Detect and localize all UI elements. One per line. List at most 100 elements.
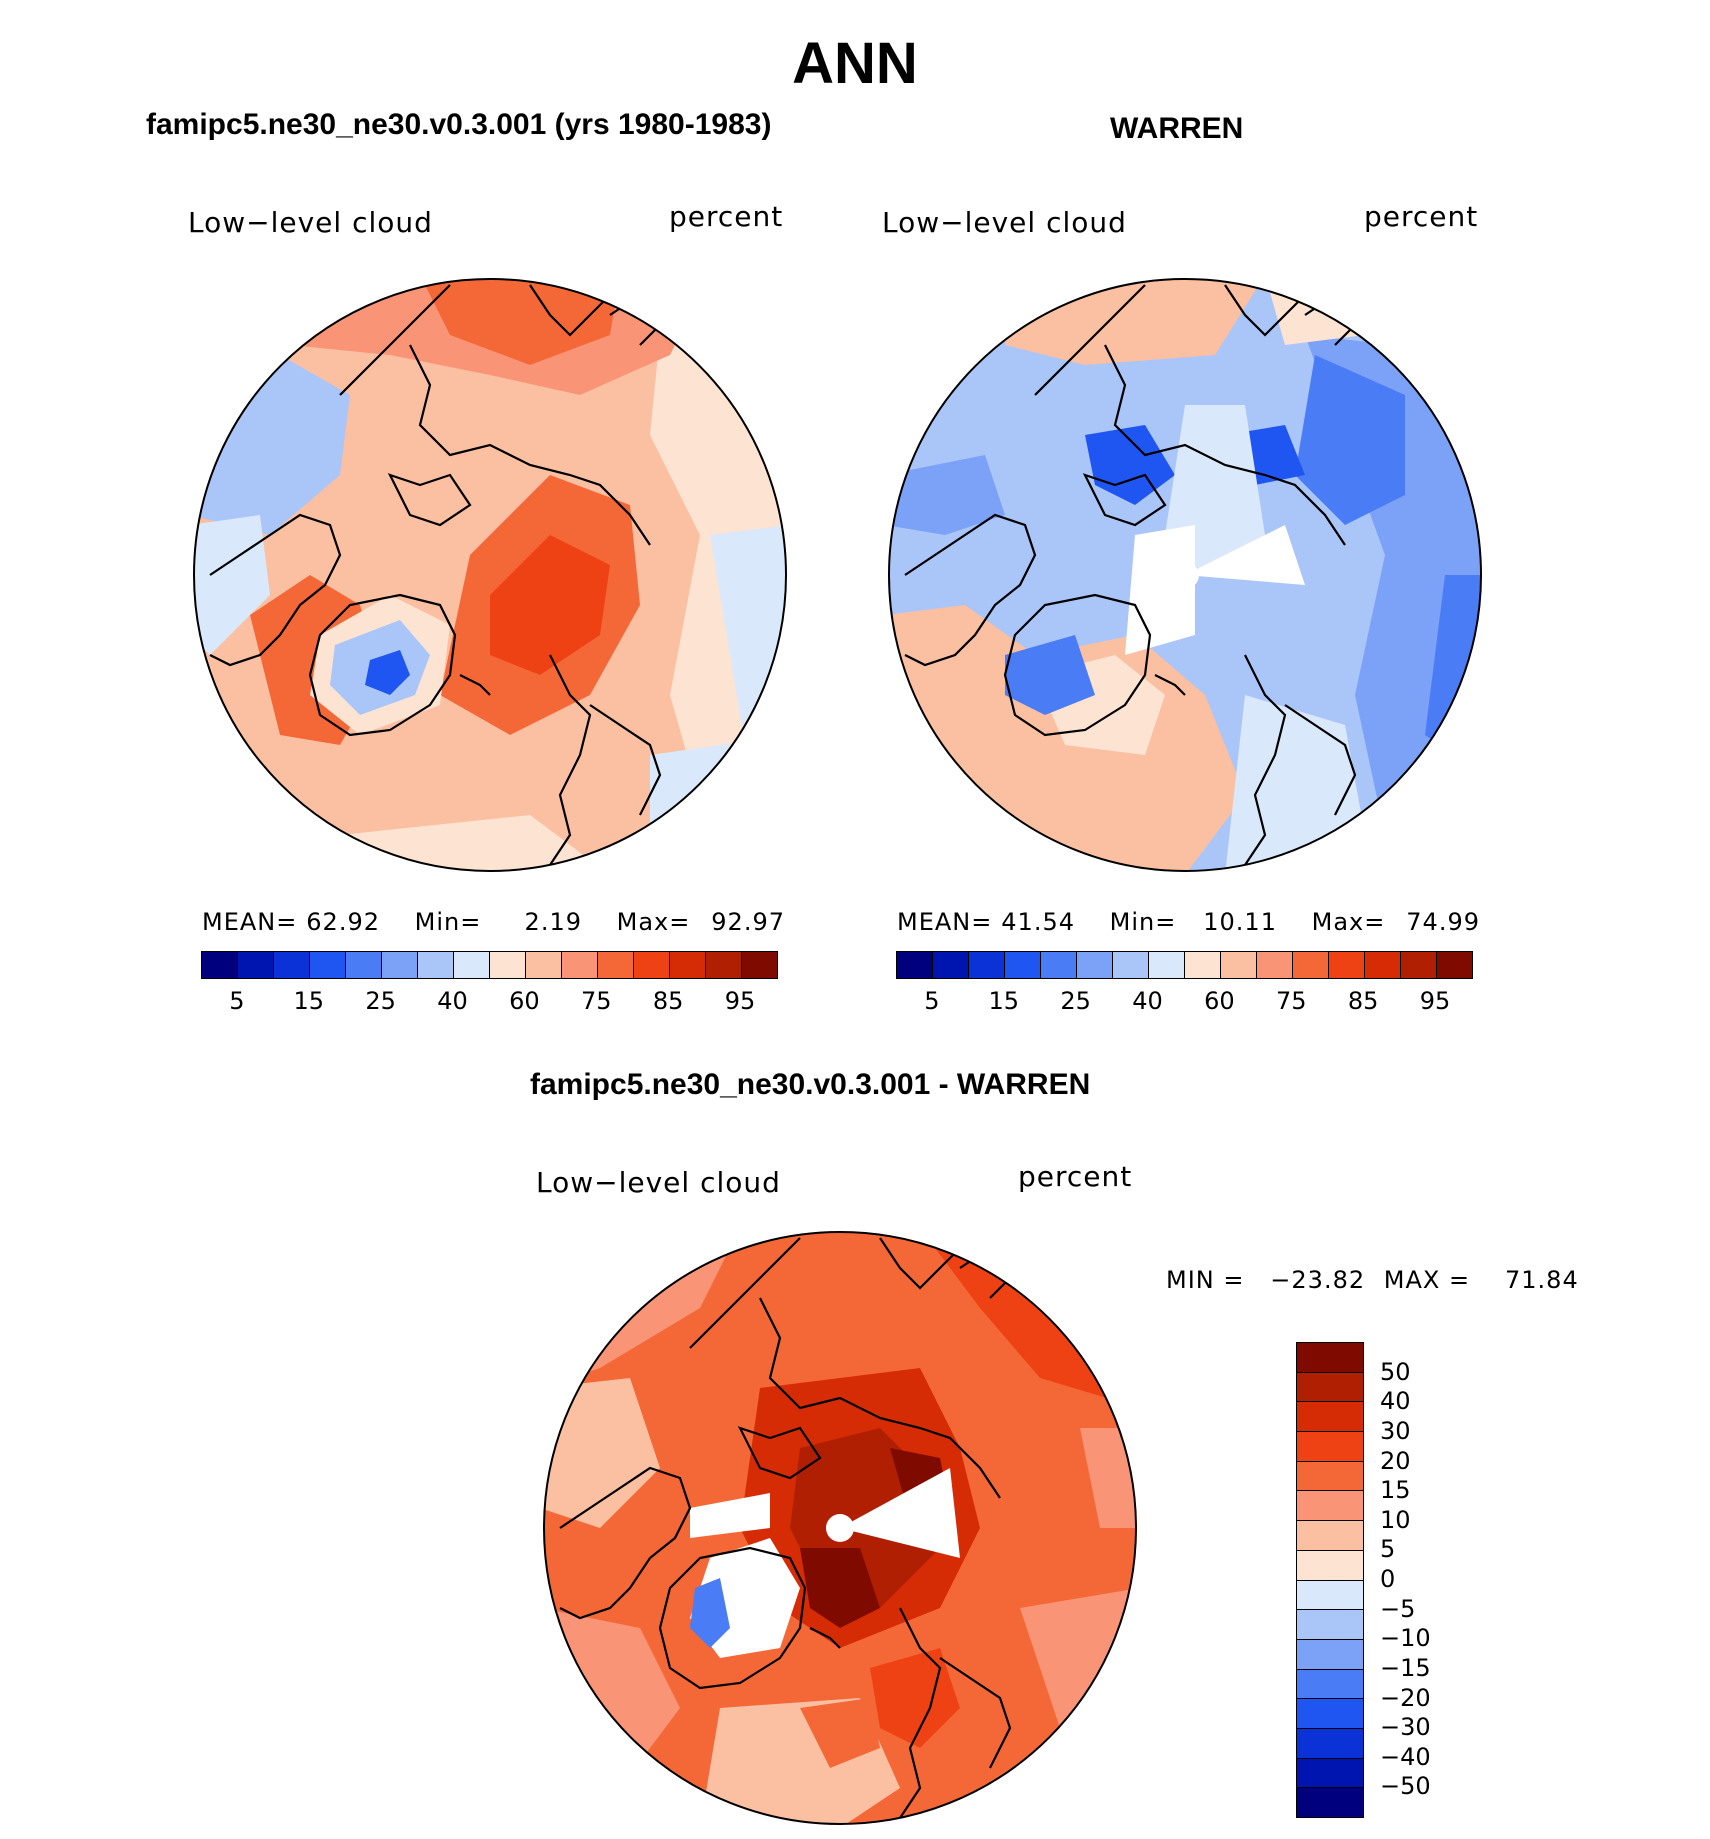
polar-map-model	[193, 278, 787, 872]
colorbar-cell	[1329, 952, 1365, 978]
colorbar-cell	[1077, 952, 1113, 978]
units-label-diff: percent	[1018, 1160, 1133, 1193]
units-label-model: percent	[669, 200, 784, 233]
max-label: Max=	[616, 908, 691, 936]
units-label-obs: percent	[1364, 200, 1479, 233]
colorbar-cell	[1297, 1699, 1363, 1729]
variable-label-model: Low−level cloud	[188, 206, 433, 239]
panel-title-obs: WARREN	[1110, 112, 1244, 145]
colorbar-cell	[1297, 1491, 1363, 1522]
colorbar-tick-label: 25	[365, 987, 396, 1015]
colorbar-tick-label: 75	[1276, 987, 1307, 1015]
colorbar-tick-label: 85	[652, 987, 684, 1015]
colorbar-obs	[896, 951, 1473, 979]
colorbar-tick-label: −15	[1380, 1653, 1431, 1682]
colorbar-cell	[1221, 952, 1257, 978]
colorbar-tick-label: 15	[293, 987, 325, 1015]
min-value: 10.11	[1203, 908, 1277, 936]
colorbar-tick-label: 10	[1380, 1505, 1411, 1534]
max-value: 74.99	[1406, 908, 1480, 936]
colorbar-cell	[634, 952, 670, 978]
colorbar-cell	[1297, 1550, 1363, 1581]
colorbar-cell	[274, 952, 310, 978]
variable-label-diff: Low−level cloud	[536, 1166, 781, 1199]
colorbar-tick-label: 40	[1132, 987, 1163, 1015]
colorbar-cell	[598, 952, 634, 978]
colorbar-tick-label: 95	[724, 987, 756, 1015]
colorbar-cell	[706, 952, 742, 978]
colorbar-tick-label: 60	[509, 987, 540, 1015]
colorbar-cell	[933, 952, 969, 978]
colorbar-cell	[1005, 952, 1041, 978]
colorbar-tick-label: 85	[1347, 987, 1379, 1015]
min-label: Min=	[1109, 908, 1177, 936]
colorbar-tick-label: 15	[1380, 1476, 1411, 1505]
stats-diff: MIN = −23.82 MAX = 71.84	[1166, 1266, 1579, 1294]
max-value: 92.97	[711, 908, 785, 936]
mean-label: MEAN=	[897, 908, 993, 936]
colorbar-cell	[1297, 1728, 1363, 1759]
colorbar-cell	[526, 952, 562, 978]
colorbar-tick-label: 15	[988, 987, 1020, 1015]
colorbar-cell	[238, 952, 274, 978]
variable-label-obs: Low−level cloud	[882, 206, 1127, 239]
max-label: MAX =	[1383, 1266, 1471, 1294]
mean-label: MEAN=	[202, 908, 298, 936]
min-label: Min=	[414, 908, 482, 936]
colorbar-cell	[346, 952, 382, 978]
colorbar-tick-label: 50	[1380, 1357, 1411, 1386]
colorbar-tick-label: 30	[1380, 1416, 1411, 1445]
colorbar-cell	[1149, 952, 1185, 978]
figure-title: ANN	[792, 31, 918, 96]
mean-value: 62.92	[306, 908, 380, 936]
colorbar-cell	[1297, 1402, 1363, 1433]
colorbar-cell	[1297, 1343, 1363, 1373]
max-value: 71.84	[1505, 1266, 1579, 1294]
stats-obs: MEAN= 41.54 Min= 10.11 Max= 74.99	[897, 908, 1480, 936]
colorbar-cell	[1297, 1521, 1363, 1551]
colorbar-cell	[1401, 952, 1437, 978]
colorbar-cell	[1113, 952, 1149, 978]
min-value: 2.19	[524, 908, 582, 936]
colorbar-cell	[1041, 952, 1077, 978]
colorbar-tick-label: −20	[1380, 1683, 1431, 1712]
colorbar-tick-label: 0	[1380, 1565, 1396, 1593]
colorbar-cell	[1297, 1372, 1363, 1403]
colorbar-cell	[742, 952, 777, 978]
min-value: −23.82	[1270, 1266, 1366, 1294]
colorbar-cell	[1297, 1610, 1363, 1640]
colorbar-cell	[1365, 952, 1401, 978]
colorbar-cell	[1297, 1669, 1363, 1700]
colorbar-cell	[418, 952, 454, 978]
min-label: MIN =	[1166, 1266, 1245, 1294]
colorbar-tick-label: 75	[581, 987, 612, 1015]
colorbar-cell	[1297, 1639, 1363, 1670]
polar-map-diff	[543, 1231, 1137, 1825]
colorbar-cell	[1297, 1580, 1363, 1611]
colorbar-cell	[1297, 1758, 1363, 1789]
colorbar-cell	[897, 952, 933, 978]
colorbar-cell	[202, 952, 238, 978]
colorbar-cell	[454, 952, 490, 978]
colorbar-cell	[1257, 952, 1293, 978]
colorbar-tick-label: 5	[229, 987, 245, 1015]
colorbar-cell	[969, 952, 1005, 978]
colorbar-tick-label: −5	[1380, 1594, 1416, 1623]
colorbar-cell	[670, 952, 706, 978]
polar-map-obs	[888, 278, 1482, 872]
colorbar-cell	[1297, 1461, 1363, 1492]
colorbar-cell	[1185, 952, 1221, 978]
colorbar-cell	[382, 952, 418, 978]
colorbar-tick-label: 40	[1380, 1387, 1411, 1416]
colorbar-cell	[490, 952, 526, 978]
colorbar-cell	[1437, 952, 1472, 978]
colorbar-tick-label: 20	[1380, 1446, 1411, 1475]
colorbar-tick-label: 40	[437, 987, 468, 1015]
mean-value: 41.54	[1001, 908, 1075, 936]
colorbar-tick-label: −10	[1380, 1624, 1431, 1653]
colorbar-tick-label: −50	[1380, 1772, 1431, 1801]
colorbar-model	[201, 951, 778, 979]
colorbar-tick-label: 60	[1204, 987, 1235, 1015]
colorbar-tick-label: −40	[1380, 1742, 1431, 1771]
colorbar-tick-label: 5	[1380, 1535, 1396, 1564]
